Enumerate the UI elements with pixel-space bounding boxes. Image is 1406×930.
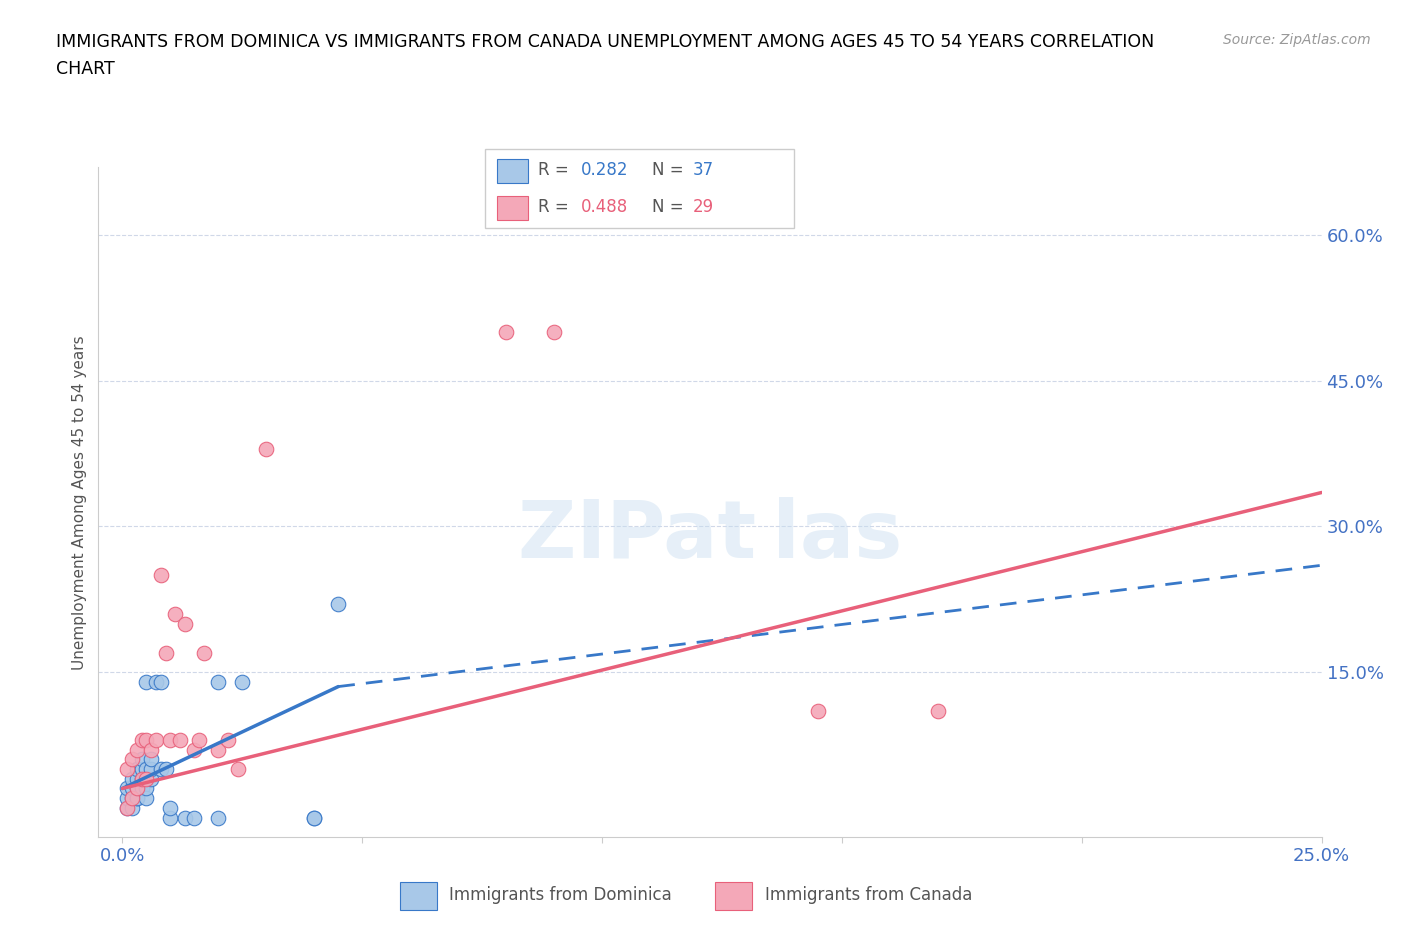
Point [149, 567, 172, 582]
Point [121, 781, 143, 796]
Point [173, 616, 195, 631]
Point [131, 771, 153, 786]
Text: N =: N = [652, 161, 689, 179]
Bar [498, 196, 529, 220]
Point [927, 703, 949, 718]
Text: 29: 29 [692, 198, 713, 217]
Point [145, 674, 167, 689]
Point [115, 801, 138, 816]
Point [135, 771, 157, 786]
Point [141, 771, 163, 786]
Text: N =: N = [652, 198, 689, 217]
Text: R =: R = [537, 198, 574, 217]
Point [121, 771, 143, 786]
Point [149, 674, 172, 689]
Point [115, 801, 138, 816]
Text: Immigrants from Canada: Immigrants from Canada [765, 886, 972, 904]
Point [135, 674, 157, 689]
Point [807, 703, 830, 718]
Text: CHART: CHART [56, 60, 115, 78]
Point [543, 325, 565, 339]
Bar [399, 883, 437, 910]
Point [207, 674, 229, 689]
Point [125, 742, 148, 757]
Text: ZIPat las: ZIPat las [517, 497, 903, 575]
Point [115, 781, 138, 796]
Point [159, 733, 181, 748]
Text: R =: R = [537, 161, 574, 179]
Point [125, 762, 148, 777]
Point [135, 762, 157, 777]
Point [125, 771, 148, 786]
Point [159, 810, 181, 825]
Point [131, 733, 153, 748]
Point [121, 790, 143, 805]
Text: Immigrants from Dominica: Immigrants from Dominica [450, 886, 672, 904]
Point [131, 752, 153, 767]
Point [165, 606, 187, 621]
Point [207, 810, 229, 825]
Point [304, 810, 326, 825]
Point [135, 790, 157, 805]
Bar [498, 159, 529, 183]
Point [155, 645, 177, 660]
Point [115, 762, 138, 777]
FancyBboxPatch shape [485, 149, 794, 228]
Point [226, 762, 249, 777]
Bar [716, 883, 752, 910]
Point [121, 752, 143, 767]
Text: IMMIGRANTS FROM DOMINICA VS IMMIGRANTS FROM CANADA UNEMPLOYMENT AMONG AGES 45 TO: IMMIGRANTS FROM DOMINICA VS IMMIGRANTS F… [56, 33, 1154, 50]
Point [141, 742, 163, 757]
Point [115, 790, 138, 805]
Text: 0.488: 0.488 [581, 198, 628, 217]
Point [125, 781, 148, 796]
Point [183, 810, 205, 825]
Point [121, 801, 143, 816]
Point [141, 762, 163, 777]
Point [131, 771, 153, 786]
Y-axis label: Unemployment Among Ages 45 to 54 years: Unemployment Among Ages 45 to 54 years [72, 335, 87, 670]
Text: Source: ZipAtlas.com: Source: ZipAtlas.com [1223, 33, 1371, 46]
Point [135, 781, 157, 796]
Point [125, 790, 148, 805]
Point [304, 810, 326, 825]
Point [155, 762, 177, 777]
Point [159, 801, 181, 816]
Point [131, 762, 153, 777]
Point [135, 733, 157, 748]
Point [231, 674, 253, 689]
Point [131, 781, 153, 796]
Point [173, 810, 195, 825]
Point [145, 733, 167, 748]
Point [125, 790, 148, 805]
Point [169, 733, 191, 748]
Point [207, 742, 229, 757]
Point [121, 790, 143, 805]
Point [149, 762, 172, 777]
Point [495, 325, 517, 339]
Text: 37: 37 [692, 161, 713, 179]
Point [125, 781, 148, 796]
Point [188, 733, 211, 748]
Point [328, 597, 350, 612]
Text: 0.282: 0.282 [581, 161, 628, 179]
Point [193, 645, 215, 660]
Point [217, 733, 239, 748]
Point [183, 742, 205, 757]
Point [254, 442, 277, 457]
Point [141, 752, 163, 767]
